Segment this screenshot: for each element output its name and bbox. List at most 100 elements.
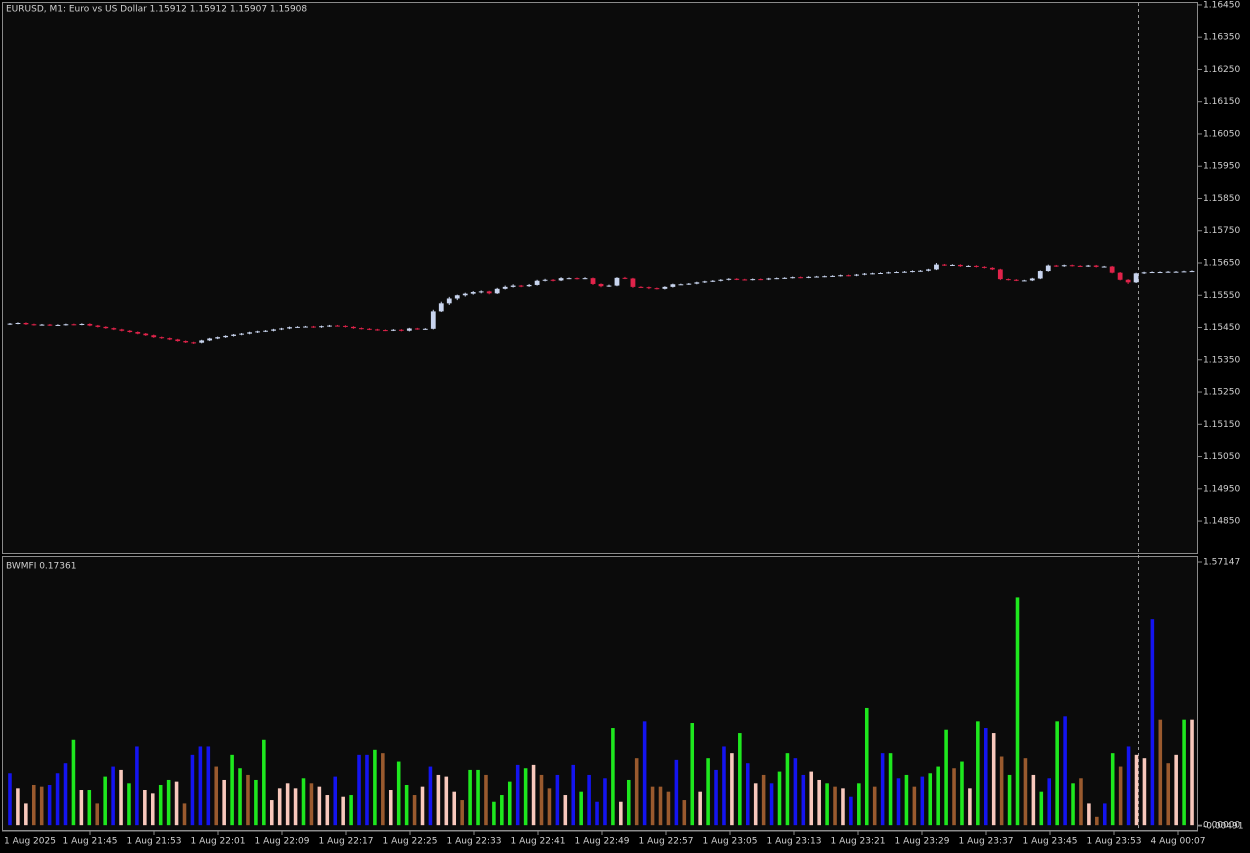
candle-body (526, 284, 532, 287)
bar (230, 754, 234, 826)
bar (24, 803, 28, 826)
bar (611, 728, 615, 826)
candle-body (558, 278, 564, 281)
bar (254, 779, 258, 826)
time-label: 1 Aug 22:41 (511, 837, 566, 847)
bar (1182, 719, 1186, 826)
bar (769, 783, 774, 826)
bar (698, 791, 702, 826)
bar (666, 791, 671, 826)
candle-body (518, 285, 524, 287)
y-tick-label: 0.00000 (1203, 821, 1240, 831)
bar (658, 786, 663, 826)
candle-body (438, 303, 444, 312)
bar (444, 776, 449, 826)
candle-body (718, 279, 724, 281)
candle-body (159, 337, 165, 339)
candle-body (742, 279, 748, 281)
candle-body (462, 293, 468, 296)
bar (745, 763, 750, 826)
bar (214, 766, 219, 826)
bar (793, 758, 798, 826)
candle-body (630, 278, 636, 287)
candle-body (175, 339, 181, 342)
candle-body (390, 329, 396, 331)
bar (991, 733, 996, 826)
candle-body (1069, 265, 1075, 267)
time-label: 1 Aug 21:45 (63, 837, 118, 847)
candle-body (973, 265, 979, 267)
time-label: 1 Aug 22:57 (639, 837, 694, 847)
bar (39, 786, 44, 826)
candle-body (1117, 272, 1123, 280)
bar (920, 776, 925, 826)
candle-body (686, 283, 692, 285)
time-label: 1 Aug 23:29 (895, 837, 950, 847)
bar (373, 749, 377, 826)
candle-body (327, 325, 332, 327)
candle-body (766, 278, 772, 280)
candle-body (670, 284, 676, 287)
bar (753, 783, 758, 826)
time-label: 1 Aug 22:25 (383, 837, 438, 847)
bar (309, 783, 314, 826)
bar (960, 761, 964, 826)
candle-body (167, 338, 173, 340)
candle-body (910, 271, 915, 273)
candle-body (654, 288, 660, 290)
time-label: 1 Aug 23:37 (959, 837, 1014, 847)
candle-body (1109, 266, 1115, 273)
candle-body (207, 338, 213, 341)
bar (880, 753, 885, 826)
candle-body (351, 326, 356, 329)
candle-body (295, 326, 300, 328)
bar (293, 788, 298, 826)
y-tick-label: 1.57147 (1203, 558, 1240, 568)
candle-body (183, 341, 189, 343)
bar (1063, 716, 1067, 826)
bar (349, 795, 353, 826)
bar (1158, 719, 1163, 826)
bar (507, 781, 512, 826)
bar (1118, 766, 1123, 826)
time-label: 1 Aug 23:53 (1087, 837, 1142, 847)
candle-body (31, 324, 37, 326)
candle-body (103, 326, 109, 329)
y-tick-label: 1.15950 (1203, 162, 1240, 172)
chart-title: EURUSD, M1: Euro vs US Dollar 1.15912 1.… (6, 5, 307, 15)
bar (277, 788, 282, 826)
bar (547, 788, 552, 826)
bar (682, 800, 687, 826)
candle-body (135, 332, 141, 334)
bar (357, 754, 361, 826)
candle-body (1053, 265, 1059, 267)
candle-body (454, 295, 460, 299)
time-label: 1 Aug 22:01 (191, 837, 246, 847)
bar (95, 803, 100, 826)
bar (71, 739, 76, 826)
bar (143, 790, 147, 826)
y-tick-label: 1.15350 (1203, 355, 1240, 365)
bar (841, 788, 845, 826)
bar (888, 753, 893, 826)
candle-body (55, 324, 61, 326)
bar (555, 774, 560, 826)
bar (1126, 746, 1131, 826)
bar (714, 769, 718, 826)
bar (420, 786, 425, 826)
bar (1102, 803, 1107, 826)
y-tick-label: 1.14950 (1203, 484, 1240, 494)
bar (603, 778, 607, 826)
candle-body (319, 326, 324, 328)
candle-body (502, 286, 508, 289)
time-label: 1 Aug 22:09 (255, 837, 310, 847)
candle-body (7, 323, 13, 325)
candle-body (965, 265, 971, 267)
candle-body (750, 279, 756, 281)
bar (626, 779, 631, 826)
candle-body (1029, 278, 1035, 281)
candle-body (23, 323, 29, 325)
bar (269, 800, 274, 826)
bar (999, 756, 1004, 826)
